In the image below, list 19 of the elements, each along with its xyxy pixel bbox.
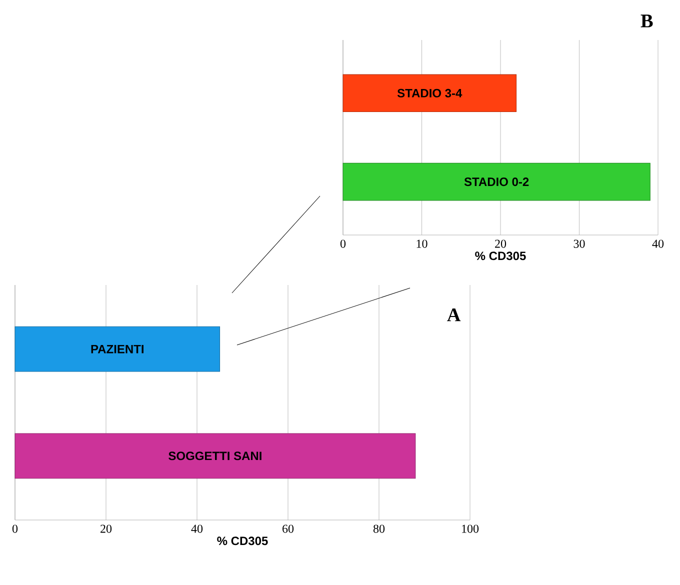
y-tick-label: STADIO 0-2 bbox=[464, 178, 529, 186]
text: B bbox=[640, 14, 653, 28]
y-tick-label: STADIO 3-4 bbox=[397, 88, 462, 98]
x-tick-label: 20 bbox=[495, 240, 506, 248]
x-tick-label: 60 bbox=[282, 524, 294, 533]
x-tick-label: 80 bbox=[373, 524, 385, 533]
x-tick-label: 0 bbox=[12, 524, 18, 533]
y-tick-label: SOGGETTI SANI bbox=[168, 452, 262, 460]
x-tick-label: 40 bbox=[191, 524, 203, 533]
y-tick-label: PAZIENTI bbox=[91, 344, 144, 354]
x-tick-label: 10 bbox=[416, 240, 428, 248]
annotation: A bbox=[447, 308, 461, 322]
x-axis-title: % CD305 bbox=[217, 536, 268, 546]
x-axis-title: % CD305 bbox=[475, 252, 526, 260]
x-tick-label: 100 bbox=[462, 524, 479, 533]
x-tick-label: 30 bbox=[574, 240, 585, 248]
x-tick-label: 20 bbox=[100, 524, 112, 533]
x-tick-label: 40 bbox=[652, 240, 664, 248]
x-tick-label: 0 bbox=[340, 240, 346, 248]
